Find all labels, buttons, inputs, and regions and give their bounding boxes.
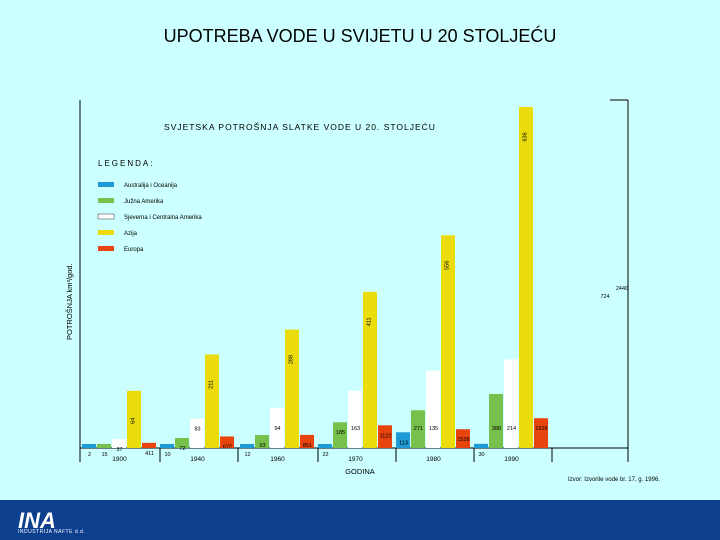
legend-label: Sjeverna i Centralna Amerika: [124, 215, 202, 221]
bar-australija-i-oceanija: [318, 444, 332, 448]
bar-value-label: 211: [209, 380, 215, 389]
bar-value-label: 83: [194, 427, 200, 433]
legend-title: LEGENDA:: [98, 159, 154, 168]
bar-azija: [285, 329, 299, 448]
bar-value-label: 113: [399, 440, 408, 446]
bar-value-label: 851: [303, 443, 312, 449]
x-tick-label: 1970: [348, 456, 363, 463]
bar-sjeverna-i-centralna-amerika: [190, 418, 204, 448]
bar-value-label: 1528: [457, 437, 469, 443]
footer-bar: INA INDUSTRIJA NAFTE d.d.: [0, 500, 720, 540]
bar-ju-na-amerika: [333, 422, 347, 448]
bar-azija: [441, 235, 455, 448]
x-axis-label: GODINA: [345, 467, 375, 476]
bar-australija-i-oceanija: [160, 444, 174, 448]
legend-swatch: [98, 246, 114, 251]
bar-value-label: 411: [145, 451, 154, 457]
bar-value-label: 636: [523, 132, 529, 141]
bar-value-label: 93: [259, 443, 265, 449]
bar-ju-na-amerika: [97, 444, 111, 448]
x-tick-label: 1980: [426, 456, 441, 463]
extra-label-yellow: 2440: [616, 286, 628, 292]
bar-value-label: 37: [116, 447, 122, 453]
bar-value-label: 1916: [535, 426, 547, 432]
ina-logo: INA: [18, 508, 56, 533]
bar-europa: [220, 436, 234, 448]
chart-bars: [82, 106, 548, 449]
bar-value-label: 30: [478, 452, 484, 458]
bar-ju-na-amerika: [489, 393, 503, 448]
legend-swatch: [98, 230, 114, 235]
bar-australija-i-oceanija: [396, 432, 410, 448]
bar-value-label: 1122: [380, 433, 392, 439]
bar-value-label: 288: [289, 355, 295, 364]
bar-value-label: 163: [351, 426, 360, 432]
bar-value-label: 12: [244, 452, 250, 458]
y-axis-label: POTROŠNJA km³/god.: [65, 263, 74, 340]
bar-value-label: 135: [429, 426, 438, 432]
bar-value-label: 94: [274, 426, 280, 432]
chart-title: SVJETSKA POTROŠNJA SLATKE VODE U 20. STO…: [164, 122, 436, 132]
bar-value-label: 10: [164, 452, 170, 458]
legend-label: Azija: [124, 231, 138, 237]
bar-value-label: 672: [223, 444, 232, 450]
bar-europa: [300, 434, 314, 448]
bar-value-label: 185: [336, 430, 345, 436]
bar-value-label: 411: [367, 317, 373, 326]
bar-azija: [363, 291, 377, 448]
bar-sjeverna-i-centralna-amerika: [270, 407, 284, 448]
x-tick-label: 1940: [190, 456, 205, 463]
bar-sjeverna-i-centralna-amerika: [348, 390, 362, 448]
bar-ju-na-amerika: [411, 410, 425, 448]
bar-sjeverna-i-centralna-amerika: [504, 359, 518, 448]
bar-value-label: 15: [101, 452, 107, 458]
legend-label: Europa: [124, 247, 144, 253]
water-usage-chart: 1900 1940 1960 1970 1980 1990 2 15 37 64 411 10 72 8…: [65, 99, 660, 483]
source-note: Izvor: Izvorite vode br. 17, g. 1996.: [568, 477, 660, 483]
bar-europa: [534, 418, 548, 448]
legend-swatch: [98, 182, 114, 187]
chart-legend: LEGENDA: Australija i Oceanija Južna Ameri…: [97, 159, 202, 253]
legend-label: Južna Amerika: [124, 199, 164, 205]
slide-title: UPOTREBA VODE U SVIJETU U 20 STOLJEĆU: [163, 26, 557, 46]
bar-sjeverna-i-centralna-amerika: [426, 370, 440, 448]
legend-label: Australija i Oceanija: [124, 183, 178, 189]
x-tick-label: 1990: [504, 456, 519, 463]
bar-azija: [205, 354, 219, 448]
extra-label-white: 724: [600, 294, 609, 300]
x-tick-label: 1900: [112, 456, 127, 463]
bar-ju-na-amerika: [175, 437, 189, 448]
ina-logo-text: INA: [18, 508, 56, 533]
bar-value-label: 72: [179, 446, 185, 452]
bar-europa: [456, 429, 470, 448]
bar-value-label: 64: [131, 418, 137, 424]
bar-sjeverna-i-centralna-amerika: [112, 439, 126, 448]
bar-europa: [378, 425, 392, 448]
bar-value-label: 22: [322, 452, 328, 458]
bar-value-label: 2: [88, 452, 91, 458]
ina-logo-subtitle: INDUSTRIJA NAFTE d.d.: [18, 529, 86, 535]
bar-australija-i-oceanija: [82, 444, 96, 448]
bar-azija: [519, 106, 533, 449]
chart-data-labels: 2 15 37 64 411 10 72 83 211 672 12 93 94 288 851 22 185 1…: [88, 132, 628, 458]
bar-australija-i-oceanija: [240, 444, 254, 448]
bar-value-label: 214: [507, 426, 516, 432]
bar-europa: [142, 442, 156, 448]
bar-azija: [127, 390, 141, 448]
x-tick-label: 1960: [270, 456, 285, 463]
bar-value-label: 271: [414, 426, 423, 432]
bar-value-label: 556: [445, 261, 451, 270]
bar-australija-i-oceanija: [474, 443, 488, 448]
bar-value-label: 388: [492, 426, 501, 432]
legend-swatch: [98, 198, 114, 203]
bar-ju-na-amerika: [255, 435, 269, 448]
legend-swatch: [97, 213, 115, 220]
